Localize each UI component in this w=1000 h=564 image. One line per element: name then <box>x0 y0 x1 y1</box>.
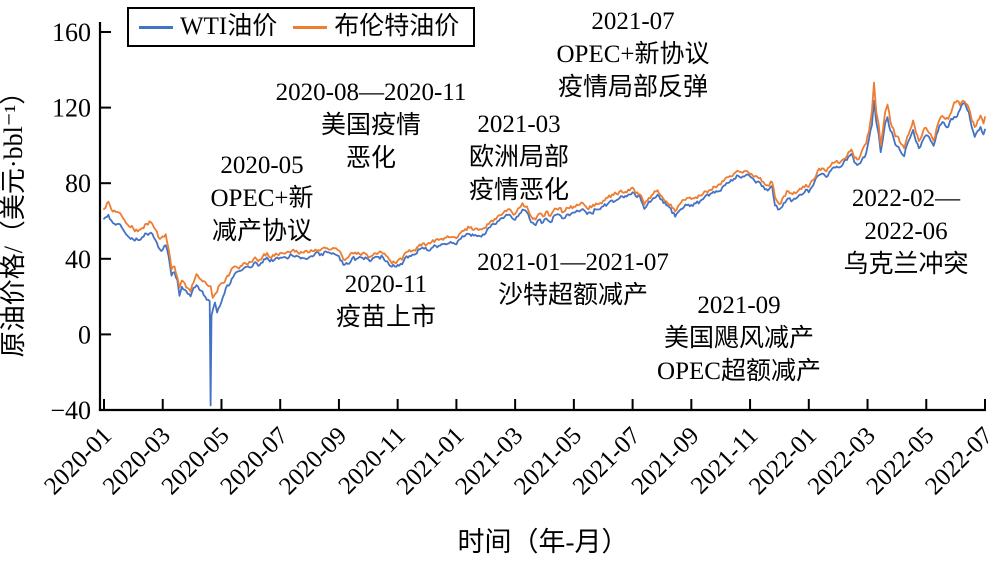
legend-item-brent: 布伦特油价 <box>293 12 459 42</box>
y-tick-label: 160 <box>52 18 91 47</box>
brent-line <box>103 81 986 299</box>
y-tick-label: 80 <box>65 169 91 198</box>
x-axis-title: 时间（年-月） <box>458 527 629 557</box>
legend-line-sample-brent <box>293 25 328 29</box>
wti-line <box>103 99 986 407</box>
y-tick-label: 120 <box>52 94 91 123</box>
legend-item-wti: WTI油价 <box>139 12 277 42</box>
legend-label-wti: WTI油价 <box>180 13 278 40</box>
axes: 16012080400−402020-012020-032020-052020-… <box>39 18 998 500</box>
series-lines <box>103 81 986 407</box>
y-tick-label: 0 <box>78 320 91 349</box>
y-tick-label: 40 <box>65 245 91 274</box>
y-tick-label: −40 <box>50 396 91 425</box>
y-axis-title: 原油价格/（美元·bbl⁻¹） <box>0 79 28 358</box>
legend-line-sample-wti <box>139 25 173 29</box>
legend-label-brent: 布伦特油价 <box>334 13 460 40</box>
legend: WTI油价 布伦特油价 <box>127 7 476 47</box>
